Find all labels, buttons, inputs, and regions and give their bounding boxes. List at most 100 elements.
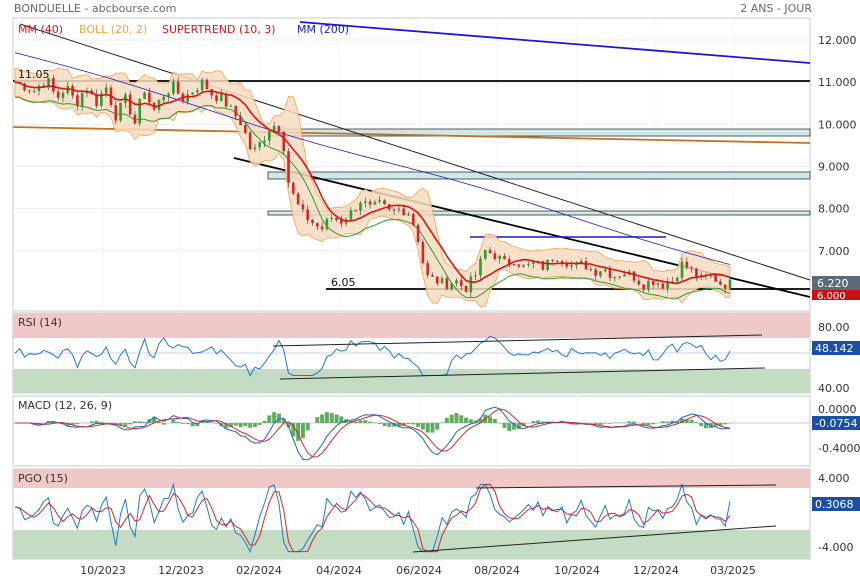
rsi-ytick-80: 80.00 bbox=[818, 321, 850, 334]
macd-line bbox=[15, 406, 731, 461]
candle bbox=[263, 140, 266, 143]
candle bbox=[589, 269, 593, 271]
candle bbox=[507, 258, 511, 265]
candle bbox=[325, 218, 329, 230]
macd-histogram-bar bbox=[531, 421, 536, 423]
macd-histogram-bar bbox=[392, 423, 397, 427]
pgo-support-trendline bbox=[412, 525, 777, 553]
macd-histogram-bar bbox=[396, 423, 401, 427]
candle bbox=[191, 92, 194, 95]
rsi-resistance-trendline bbox=[272, 334, 763, 347]
level-badge bbox=[812, 290, 860, 300]
candle bbox=[248, 132, 252, 150]
candle bbox=[445, 278, 449, 290]
macd-histogram-bar bbox=[646, 423, 651, 426]
macd-histogram-bar bbox=[108, 423, 113, 424]
candle bbox=[608, 269, 612, 278]
macd-histogram-bar bbox=[281, 418, 286, 423]
candle bbox=[680, 261, 684, 278]
macd-histogram-bar bbox=[488, 416, 493, 423]
candle bbox=[455, 280, 458, 284]
candle bbox=[426, 263, 429, 275]
candle bbox=[244, 125, 247, 133]
macd-histogram-bar bbox=[492, 418, 497, 423]
macd-histogram-bar bbox=[603, 423, 608, 424]
macd-histogram-bar bbox=[243, 423, 248, 426]
candle bbox=[224, 94, 228, 107]
macd-histogram-bar bbox=[65, 423, 70, 426]
macd-histogram-bar bbox=[324, 412, 329, 423]
candle bbox=[104, 87, 108, 94]
macd-histogram-bar bbox=[161, 423, 166, 425]
macd-histogram-bar bbox=[593, 423, 598, 425]
candle bbox=[56, 91, 60, 98]
candle bbox=[450, 283, 453, 290]
macd-histogram-bar bbox=[425, 423, 430, 433]
macd-histogram-bar bbox=[300, 423, 305, 439]
candle bbox=[282, 131, 286, 152]
macd-histogram-bar bbox=[684, 419, 689, 423]
macd-histogram-bar bbox=[132, 421, 137, 423]
x-tick-label: 02/2024 bbox=[236, 564, 282, 577]
macd-histogram-bar bbox=[372, 422, 377, 423]
candle bbox=[603, 269, 607, 272]
macd-signal-line bbox=[15, 408, 731, 458]
macd-histogram-bar bbox=[113, 423, 118, 424]
macd-histogram-bar bbox=[156, 421, 161, 423]
candle bbox=[157, 100, 161, 110]
candle bbox=[61, 92, 65, 98]
macd-histogram-bar bbox=[267, 415, 272, 423]
candle bbox=[440, 278, 444, 284]
macd-histogram-bar bbox=[536, 420, 541, 423]
x-tick-label: 10/2024 bbox=[554, 564, 600, 577]
candle bbox=[666, 282, 669, 289]
candle bbox=[541, 261, 545, 270]
pgo-signal-line bbox=[14, 483, 731, 553]
macd-histogram-bar bbox=[670, 420, 675, 423]
macd-histogram-bar bbox=[296, 423, 301, 441]
macd-histogram-bar bbox=[252, 423, 257, 427]
macd-histogram-bar bbox=[176, 422, 181, 423]
macd-histogram-bar bbox=[444, 417, 449, 423]
candle bbox=[349, 210, 353, 220]
annotation-6-05: 6.05 bbox=[331, 276, 356, 289]
legend-supertrend: SUPERTREND (10, 3) bbox=[162, 23, 276, 36]
macd-histogram-bar bbox=[540, 421, 545, 423]
candle bbox=[392, 209, 396, 211]
candle bbox=[272, 125, 276, 132]
candle bbox=[464, 285, 468, 293]
macd-histogram-bar bbox=[228, 423, 233, 428]
candle bbox=[579, 260, 583, 264]
macd-histogram-bar bbox=[468, 419, 473, 423]
candle bbox=[28, 90, 31, 92]
candle bbox=[474, 275, 477, 277]
legend-mm200: MM (200) bbox=[297, 23, 349, 36]
candle bbox=[148, 92, 151, 103]
candle bbox=[330, 217, 334, 219]
macd-histogram-bar bbox=[137, 421, 142, 423]
macd-histogram-bar bbox=[694, 422, 699, 423]
candle bbox=[383, 200, 386, 205]
legend-mm40: MM (40) bbox=[18, 23, 63, 36]
pgo-title: PGO (15) bbox=[18, 472, 68, 485]
candle bbox=[469, 276, 473, 293]
macd-histogram-bar bbox=[622, 422, 627, 423]
rsi-ytick-40: 40.00 bbox=[818, 382, 850, 395]
macd-histogram-bar bbox=[238, 423, 243, 428]
macd-histogram-bar bbox=[358, 420, 363, 423]
candle bbox=[32, 90, 36, 92]
candle bbox=[37, 86, 41, 91]
macd-histogram-bar bbox=[680, 418, 685, 423]
candle bbox=[637, 280, 641, 285]
macd-histogram-bar bbox=[99, 422, 104, 423]
macd-histogram-bar bbox=[276, 413, 281, 423]
candle bbox=[531, 262, 535, 264]
rsi-oversold-zone bbox=[13, 369, 810, 393]
macd-histogram-bar bbox=[598, 423, 603, 425]
macd-histogram-bar bbox=[128, 423, 133, 425]
candle bbox=[292, 182, 295, 194]
candle bbox=[512, 264, 516, 266]
candle bbox=[128, 94, 132, 115]
x-tick-label: 08/2024 bbox=[474, 564, 520, 577]
x-tick-label: 12/2023 bbox=[158, 564, 204, 577]
